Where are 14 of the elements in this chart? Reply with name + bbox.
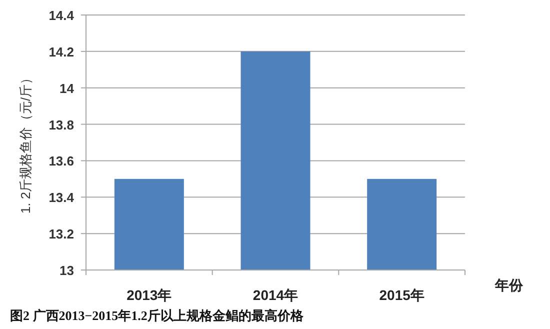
y-tick-label: 14.2 (48, 44, 74, 60)
x-tick-label: 2015年 (379, 287, 424, 303)
y-tick-label: 13.4 (48, 190, 75, 206)
x-axis-title: 年份 (494, 277, 524, 293)
y-tick-label: 14 (60, 80, 75, 96)
y-tick-label: 13.6 (48, 154, 74, 169)
y-tick-label: 13.2 (48, 226, 74, 242)
y-tick-label: 13 (60, 263, 74, 278)
x-tick-label: 2014年 (252, 287, 298, 303)
text: 图2 广西2013−2015年1.2斤以上规格金鲳的最高价格 (10, 308, 304, 323)
y-tick-label: 14.4 (48, 8, 75, 23)
x-tick-label: 2013年 (126, 287, 172, 303)
y-axis-title: 1. 2斤规格鱼价（元/斤） (18, 71, 33, 214)
y-tick-label: 13.8 (48, 117, 74, 132)
